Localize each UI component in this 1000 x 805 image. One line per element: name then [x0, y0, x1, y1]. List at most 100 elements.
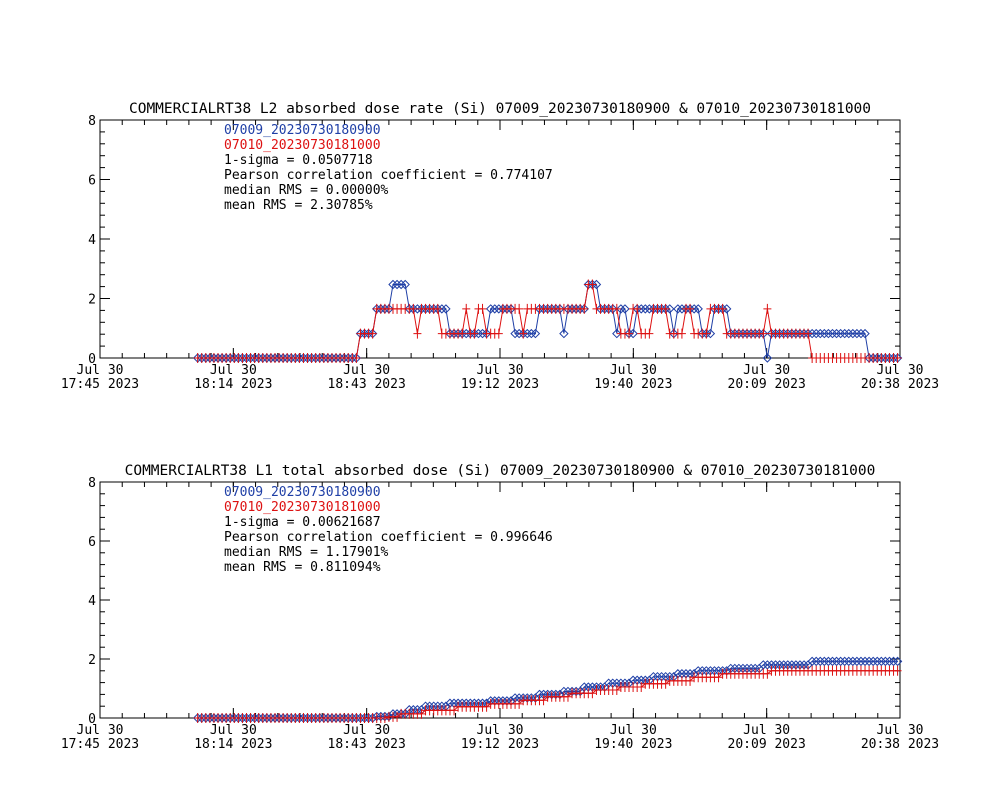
data-point	[539, 695, 548, 706]
data-point	[388, 279, 398, 290]
x-tick-label: 17:45 2023	[61, 737, 139, 752]
data-point	[514, 328, 524, 339]
stat-annotation: median RMS = 1.17901%	[224, 545, 389, 560]
data-point	[522, 328, 532, 339]
stat-annotation: 1-sigma = 0.0507718	[224, 153, 373, 168]
x-tick-label: 20:09 2023	[728, 737, 806, 752]
data-point	[530, 328, 541, 339]
data-point	[689, 304, 699, 314]
data-point	[705, 328, 716, 339]
data-point	[661, 678, 670, 689]
data-point	[396, 279, 406, 290]
x-tick-label: 19:12 2023	[461, 377, 539, 392]
data-point	[392, 279, 402, 290]
data-point	[494, 304, 504, 314]
x-tick-label: Jul 30	[343, 723, 390, 738]
data-point	[762, 353, 773, 363]
data-point	[620, 304, 630, 314]
chart-panel-2: COMMERCIALRT38 L1 total absorbed dose (S…	[61, 463, 939, 752]
data-point	[645, 328, 654, 339]
data-point	[461, 328, 471, 339]
data-point	[633, 303, 642, 314]
data-point	[677, 328, 686, 339]
y-tick-label: 2	[88, 653, 96, 668]
series-line	[197, 284, 898, 359]
data-point	[458, 328, 467, 339]
x-tick-label: Jul 30	[77, 363, 124, 378]
x-tick-label: Jul 30	[610, 363, 657, 378]
data-point	[868, 656, 878, 667]
data-point	[860, 328, 870, 339]
data-point	[473, 328, 484, 339]
data-point	[588, 279, 597, 290]
x-tick-label: 17:45 2023	[61, 377, 139, 392]
data-point	[831, 328, 842, 339]
plot-frame	[99, 481, 901, 719]
legend-entry-2: 07010_20230730181000	[224, 500, 381, 515]
series-line	[197, 284, 898, 359]
stat-annotation: 1-sigma = 0.00621687	[224, 515, 381, 530]
data-point	[884, 656, 895, 667]
y-tick-label: 2	[88, 293, 96, 308]
data-point	[437, 304, 447, 314]
data-point	[702, 328, 711, 339]
y-tick-label: 4	[88, 233, 96, 248]
data-point	[815, 328, 825, 339]
data-point	[417, 708, 426, 719]
series-1	[192, 279, 903, 363]
x-tick-label: Jul 30	[77, 723, 124, 738]
data-point	[811, 328, 821, 339]
y-tick-label: 0	[88, 712, 96, 727]
data-point	[510, 328, 520, 339]
data-point	[665, 304, 675, 314]
data-point	[827, 328, 838, 339]
y-tick-label: 8	[88, 114, 96, 129]
data-point	[368, 328, 377, 339]
data-point	[515, 303, 524, 314]
data-point	[844, 328, 854, 339]
data-point	[477, 328, 488, 339]
data-point	[433, 303, 442, 314]
stat-annotation: Pearson correlation coefficient = 0.7741…	[224, 168, 553, 183]
y-tick-label: 4	[88, 594, 96, 609]
data-point	[400, 279, 410, 290]
data-point	[686, 303, 695, 314]
x-tick-label: Jul 30	[743, 723, 790, 738]
y-tick-label: 0	[88, 352, 96, 367]
data-point	[888, 656, 899, 667]
series-2	[193, 665, 902, 723]
x-tick-label: 19:40 2023	[594, 737, 672, 752]
data-point	[485, 304, 496, 314]
x-tick-label: Jul 30	[477, 363, 524, 378]
data-point	[686, 675, 695, 686]
data-point	[892, 656, 903, 667]
data-point	[612, 328, 622, 339]
data-point	[673, 304, 683, 314]
data-point	[380, 713, 389, 723]
series-line	[197, 660, 898, 719]
data-point	[482, 701, 491, 712]
data-point	[393, 711, 402, 722]
data-point	[580, 303, 589, 314]
data-point	[441, 304, 451, 314]
data-point	[693, 304, 703, 314]
x-tick-label: Jul 30	[877, 363, 924, 378]
data-point	[839, 328, 850, 339]
data-point	[823, 656, 834, 667]
data-point	[763, 303, 772, 314]
x-tick-label: Jul 30	[877, 723, 924, 738]
x-tick-label: Jul 30	[210, 723, 257, 738]
data-point	[835, 328, 846, 339]
stat-annotation: mean RMS = 0.811094%	[224, 560, 381, 575]
data-point	[519, 328, 528, 339]
data-point	[640, 304, 651, 314]
x-tick-label: Jul 30	[477, 723, 524, 738]
data-point	[526, 328, 537, 339]
data-point	[759, 328, 768, 339]
data-point	[856, 656, 866, 667]
data-point	[893, 665, 902, 676]
x-tick-label: 20:38 2023	[861, 737, 939, 752]
data-point	[860, 656, 870, 667]
